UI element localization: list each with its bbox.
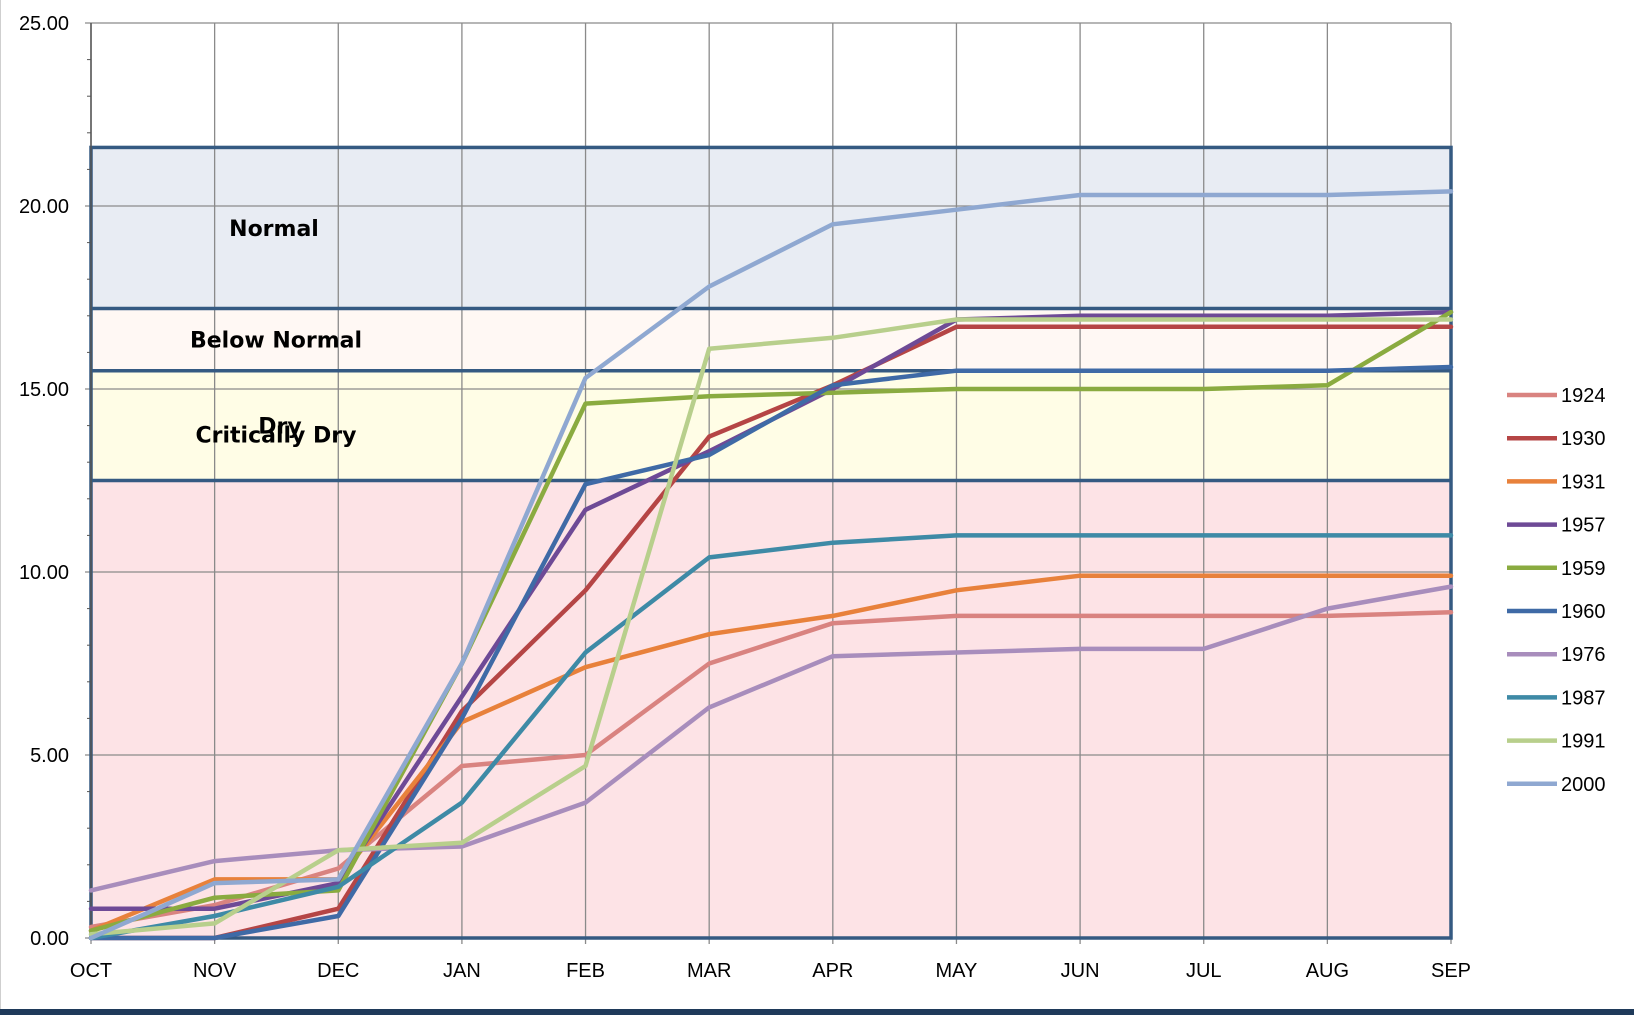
series-line-1987 [88, 533, 1454, 941]
y-tick-label: 25.00 [19, 13, 69, 35]
x-tick-label-may: MAY [936, 960, 978, 982]
y-tick-label: 0.00 [30, 928, 69, 950]
x-tick-label-apr: APR [812, 960, 853, 982]
series-line-2000 [88, 189, 1454, 941]
x-tick-label-sep: SEP [1431, 960, 1471, 982]
legend-label-1987: 1987 [1561, 687, 1606, 709]
zone-label-below-normal: Below Normal [190, 329, 362, 354]
x-tick-label-aug: AUG [1306, 960, 1349, 982]
frame-left-border [0, 0, 1, 1015]
series-line-1930 [88, 324, 1454, 941]
x-tick-label-mar: MAR [687, 960, 731, 982]
legend-label-1960: 1960 [1561, 601, 1606, 623]
series-line-1924 [88, 610, 1454, 930]
legend-label-2000: 2000 [1561, 774, 1606, 796]
zone-bands [91, 147, 1451, 938]
zone-label-dry: Dry [258, 415, 301, 440]
series-line-1960 [88, 364, 1454, 941]
x-tick-label-jun: JUN [1061, 960, 1100, 982]
legend-label-1931: 1931 [1561, 471, 1606, 493]
y-tick-label: 10.00 [19, 562, 69, 584]
legend-label-1976: 1976 [1561, 644, 1606, 666]
y-tick-label: 20.00 [19, 196, 69, 218]
bottom-bar [0, 1009, 1634, 1015]
zone-label-normal: Normal [229, 217, 319, 242]
legend-label-1924: 1924 [1561, 385, 1606, 407]
axes: 0.00 5.00 10.00 15.00 20.00 25.00 OCT NOV DEC JAN… [19, 13, 1471, 982]
legend-label-1991: 1991 [1561, 731, 1606, 753]
legend: 1924 1930 1931 1957 1959 1960 1976 1987 1991 2000 [1507, 385, 1606, 796]
legend-label-1930: 1930 [1561, 428, 1606, 450]
y-tick-label: 15.00 [19, 379, 69, 401]
x-tick-label-jul: JUL [1186, 960, 1222, 982]
x-tick-label-jan: JAN [443, 960, 481, 982]
x-tick-label-dec: DEC [317, 960, 359, 982]
legend-label-1959: 1959 [1561, 558, 1606, 580]
zone-label-critically-dry: Critically Dry [195, 424, 356, 449]
series-line-1991 [88, 317, 1454, 937]
legend-label-1957: 1957 [1561, 515, 1606, 537]
x-tick-label-feb: FEB [566, 960, 605, 982]
series-line-1976 [88, 584, 1454, 893]
zone-band-normal [91, 147, 1451, 309]
x-tick-label-oct: OCT [70, 960, 112, 982]
series-lines [88, 189, 1454, 941]
y-tick-label: 5.00 [30, 745, 69, 767]
x-tick-label-nov: NOV [193, 960, 237, 982]
